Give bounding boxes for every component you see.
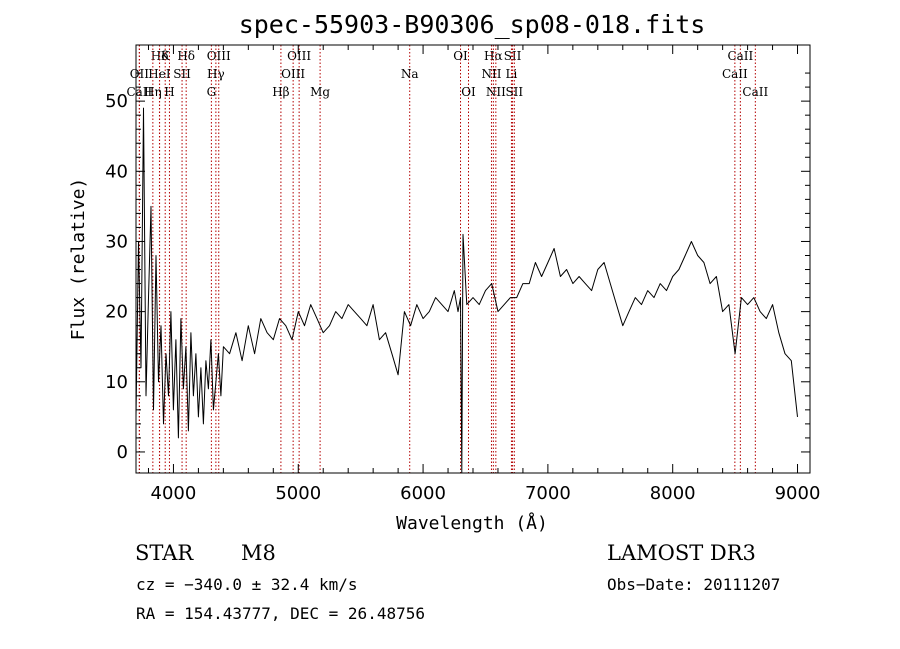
y-tick-label: 0 — [117, 442, 128, 463]
spectral-line-label: OI — [453, 49, 468, 63]
y-tick-label: 30 — [105, 231, 128, 252]
spectral-line-label: Hδ — [177, 49, 195, 63]
x-axis-label: Wavelength (Å) — [396, 512, 548, 534]
x-tick-label: 6000 — [400, 483, 446, 504]
spectral-line-label: Hγ — [207, 67, 225, 81]
chart-title: spec-55903-B90306_sp08-018.fits — [239, 10, 706, 39]
coordinates: RA = 154.43777, DEC = 26.48756 — [136, 604, 425, 623]
flux-series-line — [135, 107, 798, 474]
x-tick-label: 8000 — [650, 483, 696, 504]
spectral-line-label: Li — [506, 67, 518, 81]
spectral-line-label: OI — [461, 85, 476, 99]
spectral-line-label: SII — [505, 85, 523, 99]
x-tick-label: 4000 — [151, 483, 197, 504]
spectral-line-label: H — [164, 85, 174, 99]
axes-layer: 4000 5000 6000 7000 8000 9000 0 10 20 30 40 50 — [105, 45, 820, 504]
spectral-line-label: CaII — [727, 49, 753, 63]
x-tick-label: 5000 — [275, 483, 321, 504]
spectral-line-label: CaII — [722, 67, 748, 81]
spectral-line-label: SII — [504, 49, 522, 63]
x-tick-label: 9000 — [775, 483, 821, 504]
redshift-velocity: cz = −340.0 ± 32.4 km/s — [136, 575, 358, 594]
y-tick-label: 20 — [105, 302, 128, 323]
spectral-line-label: CaII — [742, 85, 768, 99]
spectral-line-label: K — [161, 49, 171, 63]
spectral-line-label: OIII — [281, 67, 305, 81]
spectral-line-label: NII — [481, 67, 501, 81]
spectral-line-label: Hα — [484, 49, 503, 63]
spectral-line-label: Hβ — [272, 85, 289, 99]
y-tick-label: 50 — [105, 91, 128, 112]
object-class: STAR — [135, 541, 194, 565]
plot-frame — [135, 44, 811, 474]
flux-series-layer — [135, 107, 798, 474]
spectral-line-label: SII — [173, 67, 191, 81]
object-subclass: M8 — [241, 541, 276, 565]
y-tick-label: 10 — [105, 372, 128, 393]
x-tick-label: 7000 — [525, 483, 571, 504]
spectral-line-label: Hη — [144, 85, 162, 99]
spectral-line-label: NII — [486, 85, 506, 99]
spectral-line-label: Mg — [310, 85, 330, 99]
spectral-line-label: Na — [401, 67, 419, 81]
spectral-line-label: HeI — [148, 67, 171, 81]
spectral-line-label: G — [207, 85, 217, 99]
spectral-line-label: OIII — [287, 49, 311, 63]
spectral-line-label: CaII — [126, 85, 152, 99]
observation-date: Obs−Date: 20111207 — [607, 575, 780, 594]
y-tick-label: 40 — [105, 161, 128, 182]
survey-name: LAMOST DR3 — [607, 541, 756, 565]
spectral-line-label: OIII — [207, 49, 231, 63]
y-axis-label: Flux (relative) — [68, 178, 89, 341]
